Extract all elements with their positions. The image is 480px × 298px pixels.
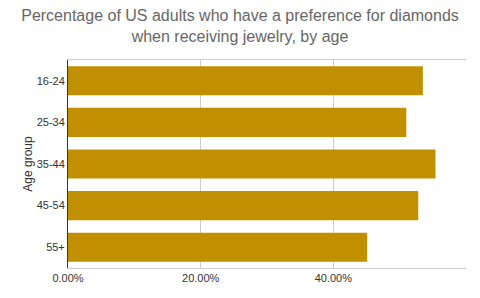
svg-text:25-34: 25-34 <box>37 116 65 128</box>
svg-text:Percentage of US adults who ha: Percentage of US adults who have a prefe… <box>21 7 459 45</box>
svg-text:45-54: 45-54 <box>37 199 65 211</box>
svg-text:40.00%: 40.00% <box>315 272 353 284</box>
svg-text:16-24: 16-24 <box>37 75 65 87</box>
svg-text:0.00%: 0.00% <box>52 272 83 284</box>
svg-text:35-44: 35-44 <box>37 158 65 170</box>
svg-text:20.00%: 20.00% <box>182 272 220 284</box>
svg-text:55+: 55+ <box>46 241 65 253</box>
svg-text:Age group: Age group <box>21 136 35 192</box>
